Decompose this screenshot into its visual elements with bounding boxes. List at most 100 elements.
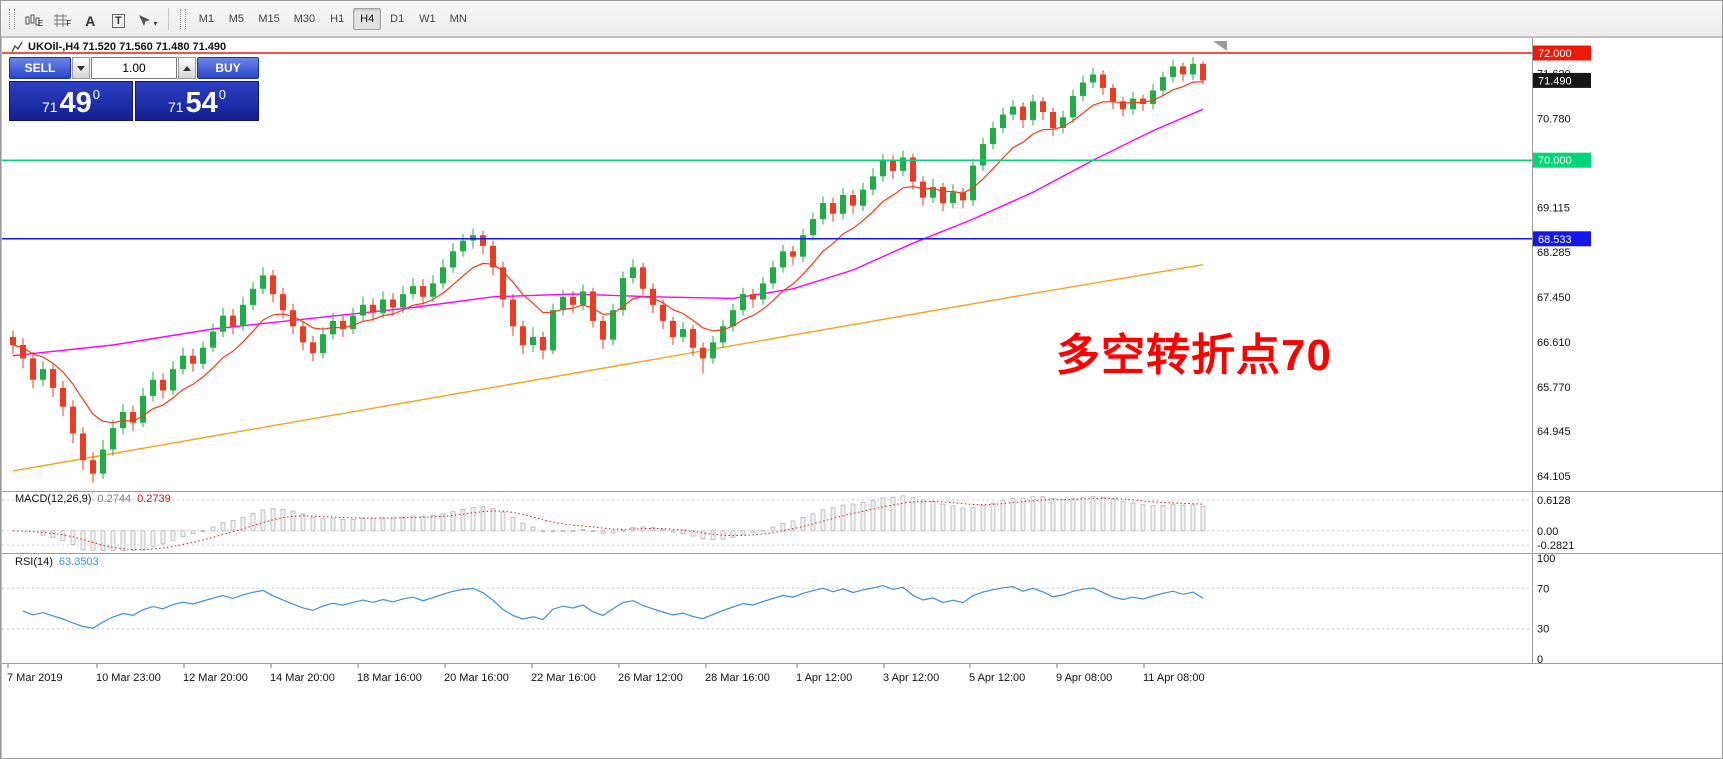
volume-increase-button[interactable] — [178, 57, 196, 79]
macd-histogram-bar — [320, 518, 326, 532]
macd-value-main: 0.2744 — [97, 493, 132, 505]
macd-histogram-bar — [680, 530, 686, 534]
macd-histogram-bar — [170, 530, 176, 541]
rsi-name: RSI(14) — [15, 556, 53, 568]
macd-histogram-bar — [740, 530, 746, 535]
time-axis-label: 5 Apr 12:00 — [969, 672, 1025, 684]
timeframe-d1-button[interactable]: D1 — [383, 8, 411, 30]
macd-histogram-bar — [970, 507, 976, 532]
macd-histogram-bar — [140, 530, 146, 551]
macd-histogram-bar — [760, 529, 766, 532]
ma-slow-line — [12, 264, 1204, 472]
macd-histogram-bar — [390, 517, 396, 532]
macd-histogram-bar — [60, 530, 66, 541]
rsi-line — [22, 584, 1204, 629]
indicators-icon-button[interactable]: E — [21, 7, 47, 31]
timeframe-m5-button[interactable]: M5 — [222, 8, 250, 30]
macd-histogram-bar — [900, 495, 906, 532]
macd-histogram-bar — [380, 517, 386, 532]
macd-histogram-bar — [210, 526, 216, 532]
timeframe-h4-button[interactable]: H4 — [353, 7, 382, 30]
macd-histogram-bar — [360, 518, 366, 532]
chart-annotation-text: 多空转折点70 — [1056, 331, 1332, 380]
macd-histogram-bar — [1180, 504, 1186, 532]
rsi-value: 63.3503 — [58, 556, 99, 568]
macd-histogram-bar — [1140, 504, 1146, 532]
macd-histogram-bar — [150, 530, 156, 547]
grid-icon — [53, 13, 68, 28]
time-axis-label: 11 Apr 08:00 — [1143, 672, 1205, 684]
macd-histogram-bar — [300, 513, 306, 532]
macd-histogram-bar — [110, 530, 116, 551]
timeframe-h1-button[interactable]: H1 — [323, 8, 351, 30]
macd-histogram-bar — [910, 496, 916, 532]
one-click-trading-panel: SELL BUY 71 49 0 71 54 0 — [9, 57, 261, 121]
current-price-label: 71.490 — [1538, 75, 1572, 87]
grid-icon-button[interactable]: F — [49, 7, 75, 31]
timeframes-drag-handle[interactable] — [180, 8, 187, 29]
timeframe-mn-button[interactable]: MN — [444, 8, 473, 30]
macd-name: MACD(12,26,9) — [15, 493, 92, 505]
volume-input[interactable] — [91, 57, 177, 79]
macd-histogram-bar — [620, 529, 626, 532]
crosshair-icon-button[interactable]: ▾ — [133, 7, 161, 31]
macd-histogram-bar — [310, 516, 316, 532]
text-label-icon-button[interactable]: T — [105, 7, 131, 31]
macd-histogram-bar — [1060, 499, 1066, 532]
macd-histogram-bar — [1080, 497, 1086, 532]
volume-decrease-button[interactable] — [72, 57, 90, 79]
rsi-panel: 100 70 30 0 — [2, 553, 1555, 666]
buy-price-display[interactable]: 71 54 0 — [135, 81, 259, 121]
macd-histogram-bar — [1070, 498, 1076, 532]
price-tick-label: 66.610 — [1537, 337, 1571, 349]
timeframe-m1-button[interactable]: M1 — [192, 8, 220, 30]
time-axis-label: 26 Mar 12:00 — [618, 672, 683, 684]
macd-histogram-bar — [280, 508, 286, 532]
toolbar-drag-handle[interactable] — [9, 8, 15, 29]
rsi-axis-label: 70 — [1537, 583, 1549, 595]
macd-histogram-bar — [500, 511, 506, 532]
macd-histogram-bar — [610, 530, 616, 534]
macd-histogram-bar — [520, 522, 526, 532]
time-axis-label: 9 Apr 08:00 — [1056, 672, 1112, 684]
macd-histogram-bar — [180, 530, 186, 537]
text-icon: A — [85, 12, 96, 29]
sell-price-sup: 0 — [92, 87, 101, 102]
macd-histogram-bar — [580, 528, 586, 532]
sell-button[interactable]: SELL — [9, 57, 71, 79]
macd-histogram-bar — [890, 496, 896, 532]
macd-histogram-bar — [600, 530, 606, 534]
timeframe-m15-button[interactable]: M15 — [252, 8, 285, 30]
macd-histogram-bar — [440, 513, 446, 532]
price-tick-label: 65.770 — [1537, 382, 1571, 394]
timeframe-m30-button[interactable]: M30 — [288, 8, 321, 30]
sell-price-big: 49 — [59, 87, 92, 119]
macd-histogram-bar — [250, 513, 256, 532]
macd-histogram-bar — [270, 508, 276, 532]
current-price-badge — [1533, 72, 1591, 88]
buy-button[interactable]: BUY — [197, 57, 259, 79]
macd-panel: 0.6128 0.00 -0.2821 — [2, 495, 1574, 552]
macd-histogram-bar — [960, 507, 966, 532]
macd-histogram-bar — [650, 527, 656, 532]
trade-prices-row: 71 49 0 71 54 0 — [9, 81, 261, 121]
macd-axis-label: 0.6128 — [1537, 495, 1571, 507]
macd-histogram-bar — [190, 530, 196, 535]
macd-histogram-bar — [160, 530, 166, 545]
toolbar-separator — [168, 7, 170, 30]
price-tick-label: 64.945 — [1537, 426, 1571, 438]
macd-histogram-bar — [290, 510, 296, 532]
sell-price-display[interactable]: 71 49 0 — [9, 81, 133, 121]
price-tick-label: 67.450 — [1537, 292, 1571, 304]
text-label-icon: T — [111, 13, 125, 28]
macd-label: MACD(12,26,9) 0.2744 0.2739 — [15, 493, 171, 505]
chart-canvas[interactable]: 71.62070.78069.11568.28567.45066.61065.7… — [1, 37, 1723, 759]
macd-histogram-bar — [1000, 500, 1006, 532]
timeframe-w1-button[interactable]: W1 — [413, 8, 442, 30]
macd-histogram-bar — [50, 530, 56, 538]
macd-histogram-bar — [560, 530, 566, 532]
macd-histogram-bar — [1130, 502, 1136, 532]
text-icon-button[interactable]: A — [77, 7, 103, 31]
macd-histogram-bar — [220, 522, 226, 532]
macd-histogram-bar — [870, 499, 876, 532]
